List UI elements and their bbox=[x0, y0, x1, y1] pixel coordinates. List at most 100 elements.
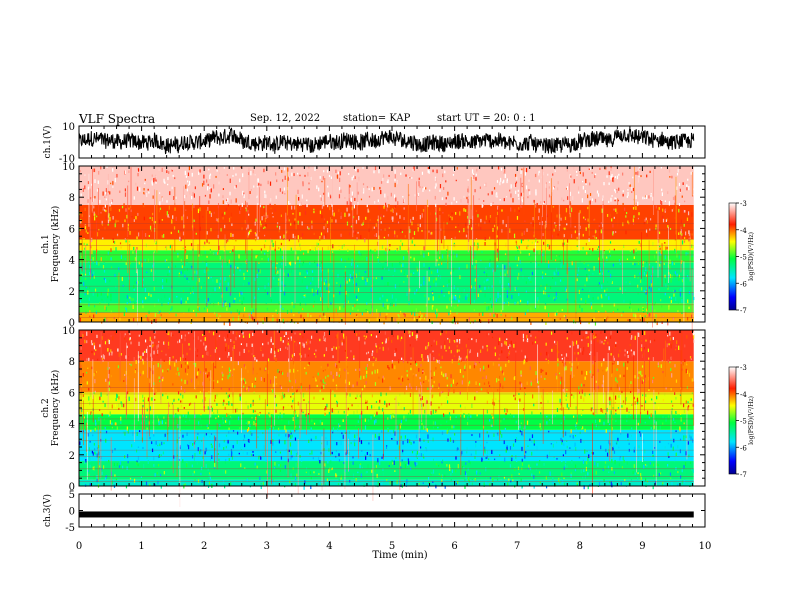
psd-speckle bbox=[511, 474, 513, 479]
psd-speckle bbox=[566, 440, 568, 442]
psd-speckle bbox=[633, 449, 635, 453]
psd-speckle bbox=[295, 452, 298, 457]
psd-speckle bbox=[285, 346, 287, 349]
psd-speckle bbox=[565, 395, 567, 397]
psd-speckle bbox=[491, 449, 493, 454]
psd-speckle bbox=[454, 236, 456, 239]
psd-speckle bbox=[229, 321, 231, 326]
psd-speckle bbox=[257, 178, 259, 183]
psd-speckle bbox=[679, 188, 681, 192]
psd-speckle bbox=[461, 450, 463, 455]
psd-speckle bbox=[144, 178, 146, 181]
psd-speckle bbox=[197, 371, 199, 376]
psd-speckle bbox=[264, 285, 266, 290]
psd-speckle bbox=[298, 240, 300, 243]
psd-speckle bbox=[671, 209, 673, 212]
psd-speckle bbox=[272, 264, 274, 267]
psd-speckle bbox=[84, 226, 87, 230]
psd-speckle bbox=[110, 248, 112, 253]
psd-speckle bbox=[231, 223, 233, 227]
psd-speckle bbox=[108, 387, 110, 392]
psd-speckle bbox=[523, 230, 525, 235]
psd-speckle bbox=[177, 391, 180, 395]
psd-speckle bbox=[610, 167, 612, 171]
psd-speckle bbox=[444, 485, 446, 489]
psd-speckle bbox=[457, 464, 459, 469]
psd-speckle bbox=[441, 474, 443, 478]
psd-speckle bbox=[687, 401, 689, 404]
psd-speckle bbox=[338, 249, 341, 251]
psd-speckle bbox=[260, 485, 262, 490]
psd-speckle bbox=[168, 216, 170, 218]
psd-speckle bbox=[112, 168, 114, 172]
psd-speckle bbox=[157, 480, 159, 485]
psd-speckle bbox=[250, 403, 252, 408]
psd-speckle bbox=[495, 398, 497, 401]
psd-speckle bbox=[198, 307, 201, 311]
psd-speckle bbox=[569, 447, 571, 449]
psd-speckle bbox=[518, 272, 520, 276]
psd-speckle bbox=[573, 217, 575, 221]
psd-speckle bbox=[319, 338, 321, 342]
psd-speckle bbox=[101, 471, 103, 476]
psd-speckle bbox=[329, 194, 332, 197]
psd-speckle bbox=[645, 290, 647, 294]
psd-speckle bbox=[561, 260, 563, 265]
psd-speckle bbox=[392, 275, 394, 277]
psd-speckle bbox=[658, 231, 661, 235]
psd-speckle bbox=[423, 317, 426, 320]
psd-speckle bbox=[600, 408, 602, 412]
psd-speckle bbox=[649, 313, 651, 317]
psd-speckle bbox=[95, 371, 97, 374]
psd-speckle bbox=[481, 204, 483, 208]
psd-streak bbox=[502, 264, 504, 311]
psd-speckle bbox=[648, 286, 651, 289]
psd-speckle bbox=[455, 416, 457, 419]
psd-speckle bbox=[206, 424, 208, 427]
psd-speckle bbox=[370, 257, 372, 259]
psd-speckle bbox=[474, 361, 476, 365]
psd-speckle bbox=[357, 169, 359, 173]
psd-speckle bbox=[684, 200, 686, 203]
psd-speckle bbox=[232, 237, 234, 240]
psd-speckle bbox=[275, 195, 277, 199]
psd-speckle bbox=[286, 230, 288, 233]
psd-speckle bbox=[254, 232, 257, 235]
psd-speckle bbox=[638, 212, 640, 216]
psd-speckle bbox=[322, 192, 325, 195]
psd-speckle bbox=[214, 399, 216, 402]
psd-speckle bbox=[390, 192, 392, 197]
psd-speckle bbox=[677, 445, 679, 449]
psd-speckle bbox=[378, 201, 380, 204]
psd-speckle bbox=[672, 207, 675, 211]
psd-speckle bbox=[637, 178, 640, 183]
psd-speckle bbox=[632, 207, 635, 210]
psd-speckle bbox=[626, 420, 628, 423]
psd-speckle bbox=[653, 303, 656, 306]
psd-speckle bbox=[487, 458, 490, 460]
psd-speckle bbox=[310, 476, 312, 480]
psd-speckle bbox=[478, 312, 480, 316]
psd-speckle bbox=[548, 451, 551, 456]
psd-speckle bbox=[313, 396, 315, 400]
psd-speckle bbox=[566, 403, 568, 408]
psd-speckle bbox=[215, 175, 217, 178]
psd-speckle bbox=[228, 453, 230, 456]
psd-speckle bbox=[345, 277, 347, 281]
psd-speckle bbox=[548, 247, 550, 252]
psd-speckle bbox=[305, 467, 308, 470]
psd-speckle bbox=[119, 242, 122, 245]
psd-speckle bbox=[423, 372, 425, 375]
psd-speckle bbox=[148, 310, 150, 314]
psd-speckle bbox=[645, 400, 647, 404]
psd-speckle bbox=[358, 250, 360, 254]
psd-speckle bbox=[96, 232, 99, 237]
psd-speckle bbox=[603, 250, 605, 255]
psd-speckle bbox=[426, 345, 429, 349]
psd-speckle bbox=[336, 282, 338, 284]
psd-speckle bbox=[248, 386, 250, 389]
psd-speckle bbox=[425, 303, 428, 307]
psd-speckle bbox=[592, 452, 594, 455]
psd-speckle bbox=[458, 300, 460, 303]
psd-speckle bbox=[611, 195, 613, 197]
